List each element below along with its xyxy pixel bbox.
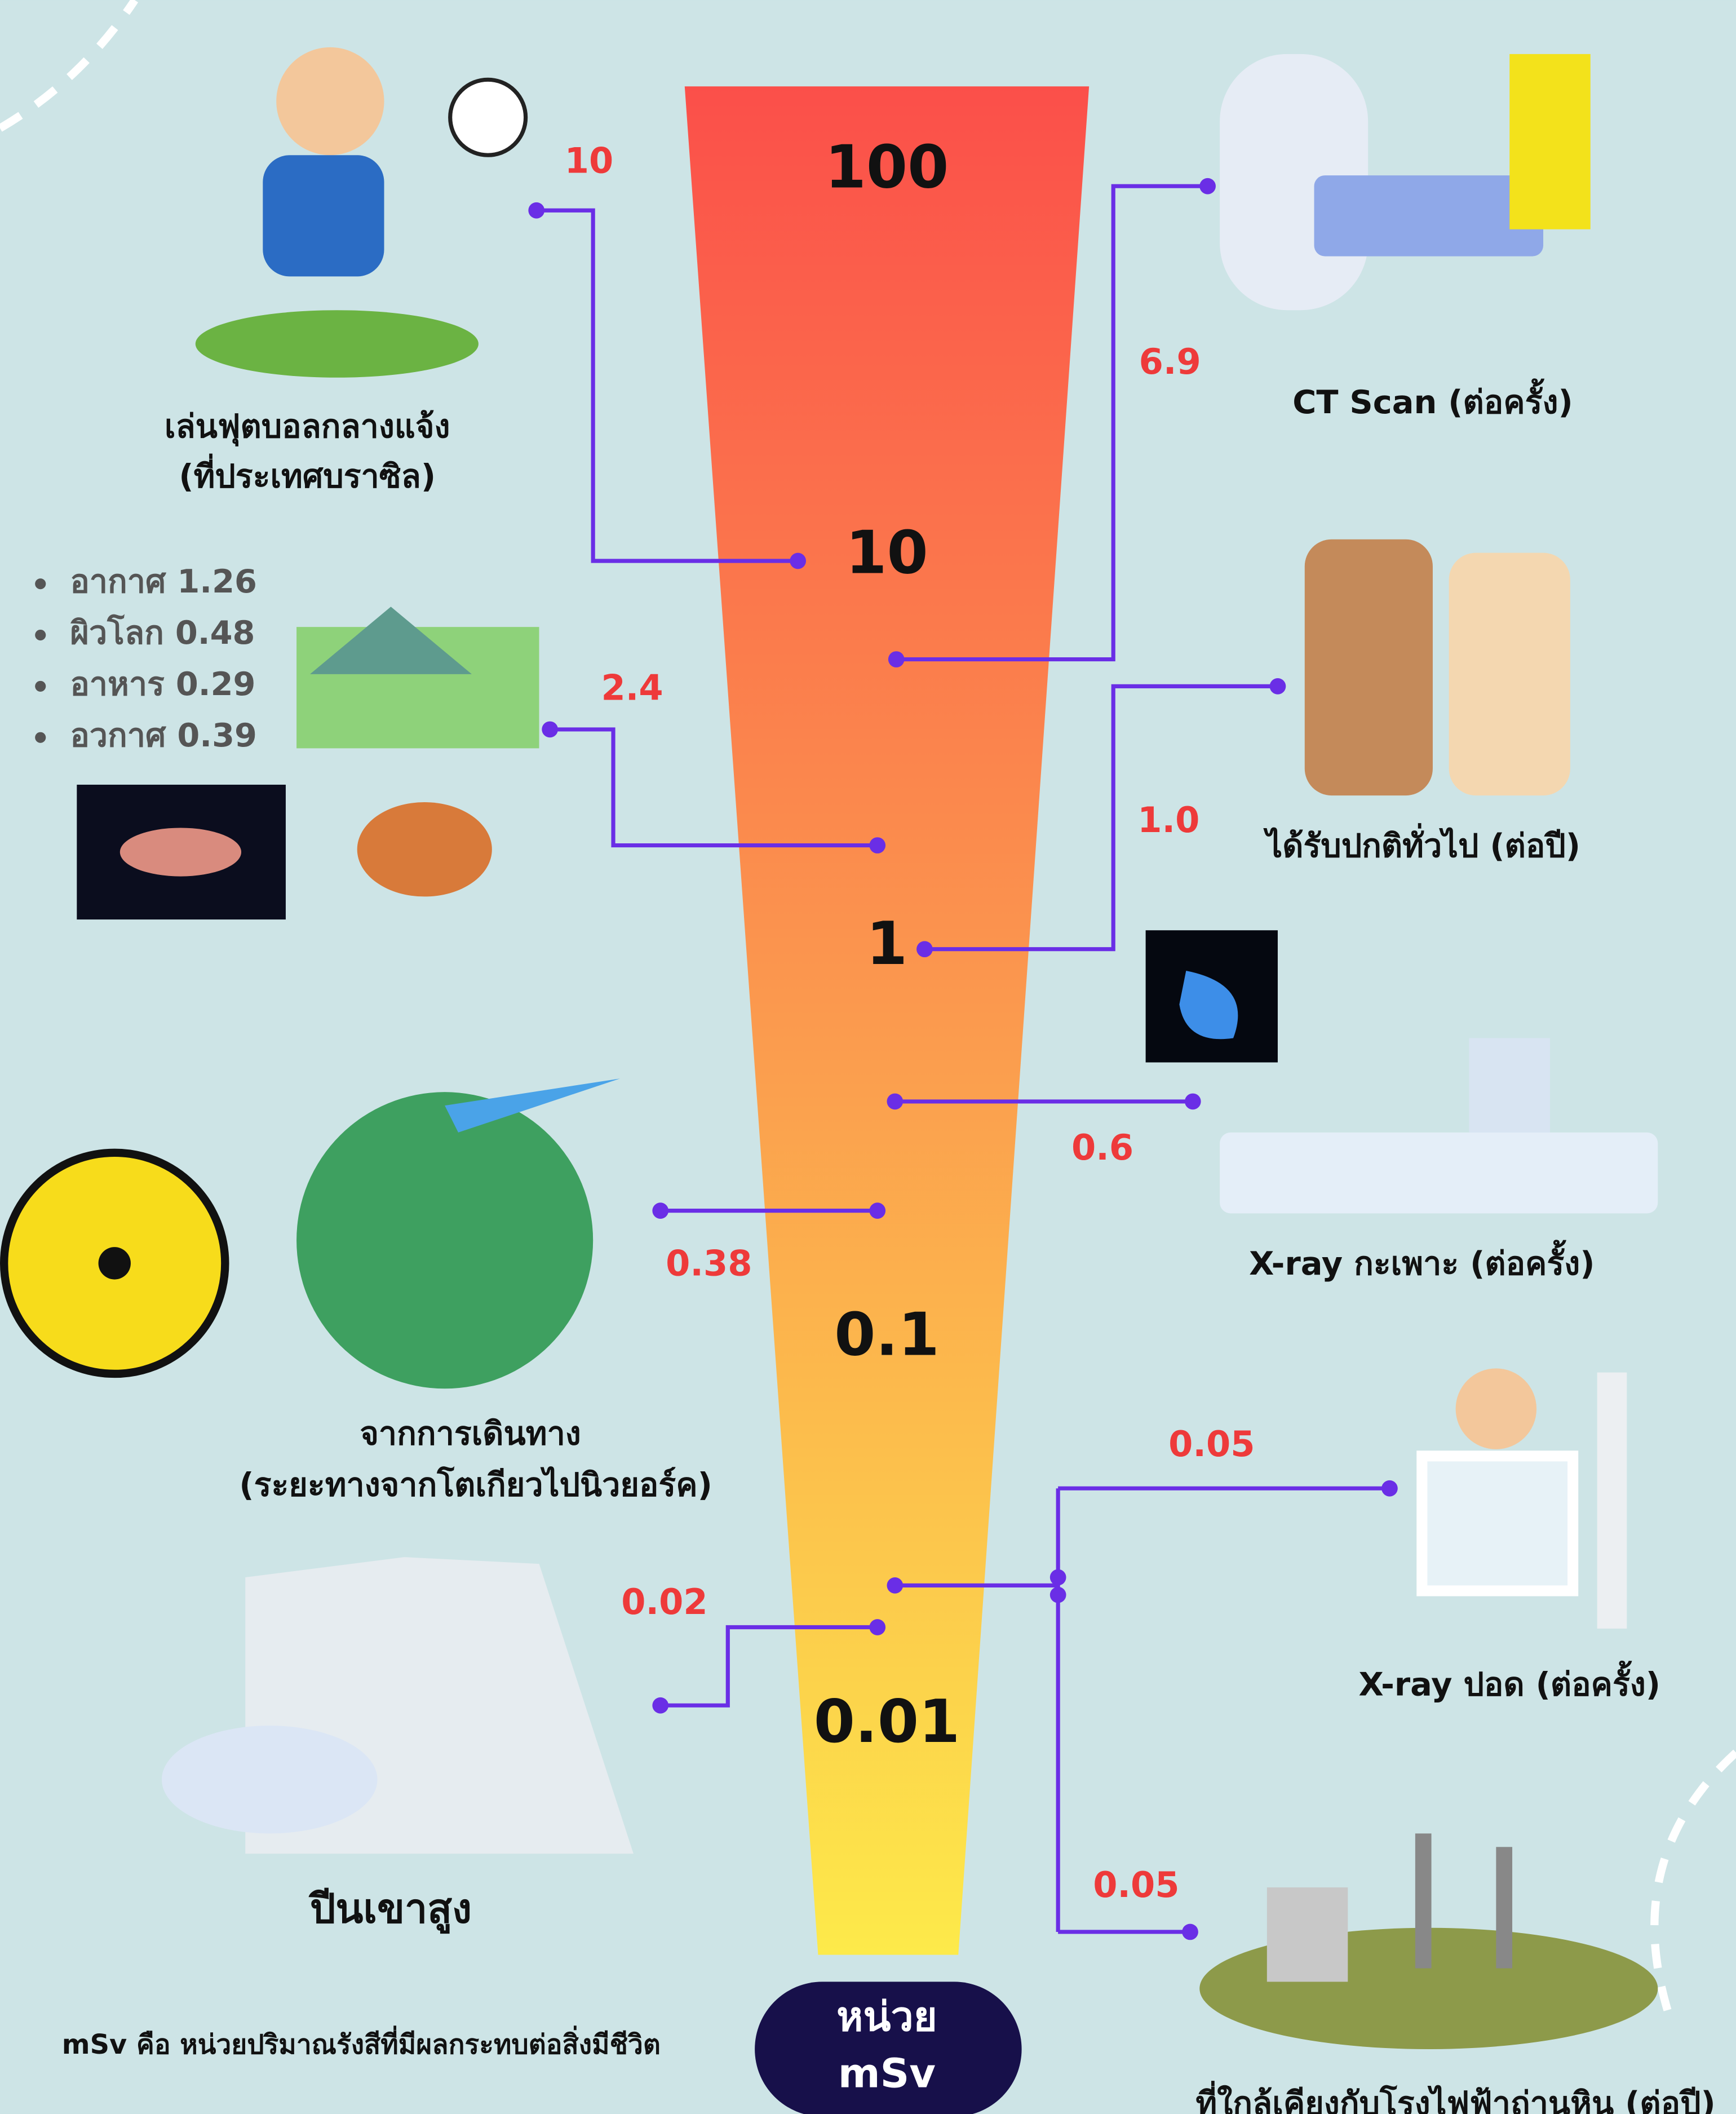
bullet — [35, 630, 46, 640]
bullet — [35, 681, 46, 692]
caption: เล่นฟุตบอลกลางแจ้ง — [165, 408, 450, 447]
caption: ปีนเขาสูง — [308, 1885, 472, 1934]
caption: X-ray กะเพาะ (ต่อครั้ง) — [1249, 1240, 1595, 1282]
breakdown-item: อวกาศ 0.39 — [70, 717, 257, 754]
caption: จากการเดินทาง — [360, 1415, 581, 1453]
scale-label: 1 — [866, 909, 907, 978]
dose-value: 0.6 — [1071, 1127, 1133, 1168]
dose-value: 0.02 — [621, 1581, 707, 1622]
page: 100 10 1 0.1 0.01 10 เล่นฟุตบอลกลางแจ้ง (ที่ปร… — [0, 0, 1736, 2114]
unit-label: หน่วย — [836, 1993, 937, 2040]
scale-label: 0.1 — [834, 1300, 939, 1369]
dose-value: 10 — [565, 140, 614, 182]
unit-label: mSv — [838, 2049, 936, 2097]
dose-value: 6.9 — [1139, 341, 1201, 382]
dose-value: 0.05 — [1168, 1423, 1255, 1465]
bullet — [35, 578, 46, 589]
dose-value: 1.0 — [1137, 799, 1199, 841]
dose-value: 2.4 — [601, 667, 663, 709]
caption: (ระยะทางจากโตเกียวไปนิวยอร์ค) — [239, 1465, 712, 1503]
caption: ที่ใกล้เคียงกับโรงไฟฟ้าถ่านหิน (ต่อปี) — [1195, 2081, 1715, 2114]
caption: CT Scan (ต่อครั้ง) — [1292, 378, 1573, 421]
caption: (ที่ประเทศบราซิล) — [179, 454, 436, 496]
scale-label: 10 — [845, 518, 928, 587]
dose-value: 0.38 — [666, 1243, 752, 1284]
caption: X-ray ปอด (ต่อครั้ง) — [1359, 1660, 1660, 1703]
caption: ได้รับปกติทั่วไป (ต่อปี) — [1263, 823, 1580, 865]
dose-value: 0.05 — [1093, 1864, 1179, 1905]
infographic: 100 10 1 0.1 0.01 10 เล่นฟุตบอลกลางแจ้ง (ที่ปร… — [0, 0, 1736, 2114]
breakdown-item: อากาศ 1.26 — [70, 563, 257, 600]
scale-label: 0.01 — [814, 1687, 960, 1756]
breakdown-item: ผิวโลก 0.48 — [70, 613, 255, 652]
breakdown-item: อาหาร 0.29 — [70, 665, 255, 703]
footnote: mSv คือ หน่วยปริมาณรังสีที่มีผลกระทบต่อส… — [62, 2025, 661, 2060]
scale-label: 100 — [825, 132, 949, 202]
bullet — [35, 732, 46, 743]
